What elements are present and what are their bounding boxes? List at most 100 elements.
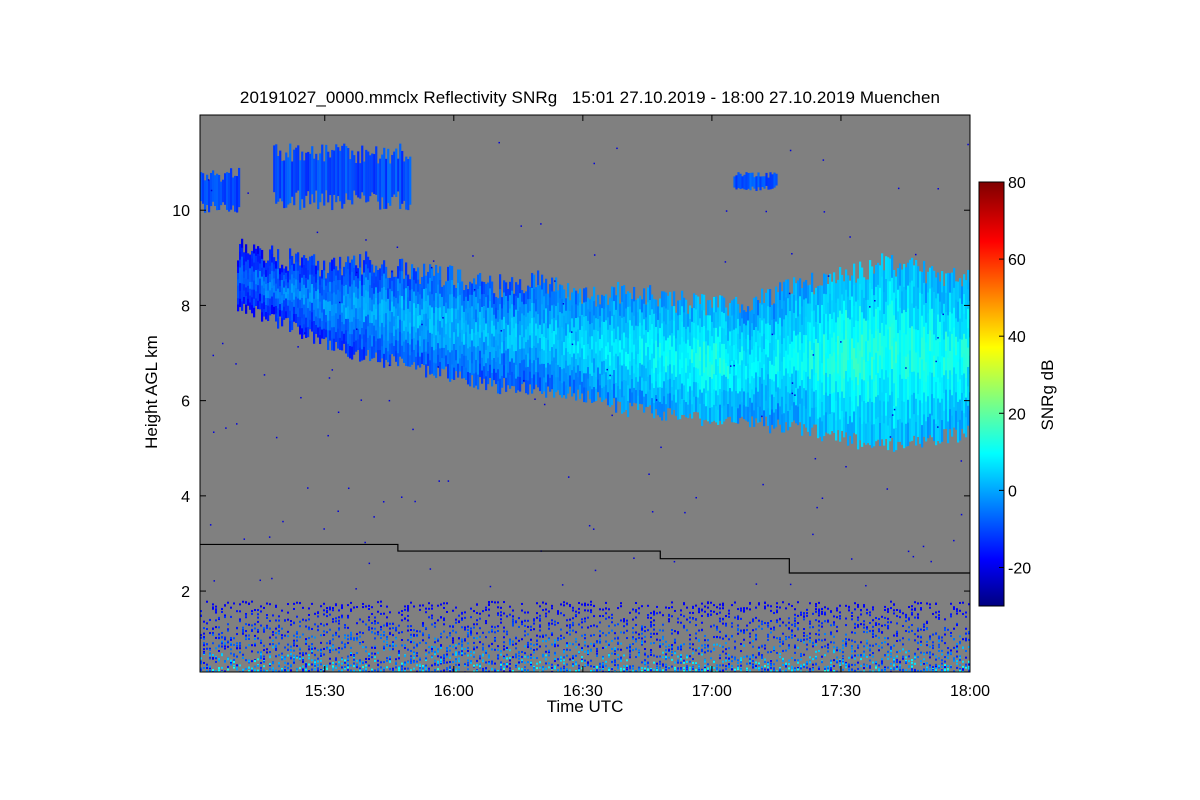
clutter-cell — [545, 615, 547, 618]
upper-cloud-cell — [228, 172, 231, 212]
cloud-cell — [251, 266, 254, 275]
cloud-cell — [483, 342, 486, 355]
clutter-cell — [455, 631, 457, 634]
cloud-cell — [329, 301, 332, 312]
cloud-cell — [517, 310, 520, 325]
cloud-cell — [875, 396, 878, 420]
clutter-cell — [266, 602, 268, 605]
clutter-cell — [545, 612, 547, 615]
clutter-cell — [476, 646, 478, 649]
clutter-cell — [335, 648, 337, 651]
cloud-cell — [273, 306, 276, 315]
clutter-cell — [308, 618, 310, 621]
cloud-cell — [505, 364, 508, 379]
cloud-cell — [737, 363, 740, 379]
cloud-cell — [255, 298, 258, 307]
clutter-cell — [272, 643, 274, 646]
cloud-cell — [965, 397, 968, 418]
cloud-cell — [253, 307, 256, 318]
clutter-cell — [308, 654, 310, 657]
cloud-cell — [375, 341, 378, 353]
cloud-cell — [887, 257, 890, 282]
cloud-cell — [329, 320, 332, 331]
clutter-cell — [566, 654, 568, 657]
cloud-cell — [909, 395, 912, 420]
cloud-cell — [883, 357, 886, 381]
clutter-cell — [344, 637, 346, 640]
cloud-cell — [955, 318, 958, 338]
cloud-cell — [323, 270, 326, 281]
cloud-cell — [259, 263, 262, 272]
clutter-cell — [215, 636, 217, 639]
cloud-cell — [733, 314, 736, 331]
cloud-cell — [721, 375, 724, 393]
clutter-cell — [203, 644, 205, 647]
clutter-cell — [461, 618, 463, 621]
cloud-cell — [519, 321, 522, 336]
cloud-cell — [301, 267, 304, 279]
upper-cloud-cell — [200, 172, 203, 202]
clutter-cell — [515, 647, 517, 650]
clutter-cell — [275, 605, 277, 608]
cloud-cell — [837, 392, 840, 412]
cloud-cell — [295, 288, 298, 298]
cloud-cell — [355, 297, 358, 309]
cloud-cell — [795, 352, 798, 371]
cloud-cell — [307, 260, 310, 271]
clutter-cell — [215, 608, 217, 611]
cloud-cell — [287, 288, 290, 295]
cloud-cell — [961, 286, 964, 305]
clutter-cell — [464, 652, 466, 655]
cloud-cell — [789, 360, 792, 378]
clutter-cell — [599, 668, 601, 671]
cloud-cell — [249, 302, 252, 310]
cloud-cell — [549, 351, 552, 365]
cloud-cell — [521, 336, 524, 350]
clutter-cell — [308, 657, 310, 660]
clutter-cell — [593, 665, 595, 668]
clutter-cell — [584, 637, 586, 640]
cloud-cell — [455, 287, 458, 299]
cloud-cell — [527, 366, 530, 381]
cloud-cell — [689, 332, 692, 347]
clutter-cell — [383, 612, 385, 615]
cloud-cell — [445, 355, 448, 367]
cloud-cell — [245, 278, 248, 288]
clutter-cell — [518, 651, 520, 654]
cloud-cell — [491, 307, 494, 322]
cloud-cell — [293, 285, 296, 293]
upper-cloud-cell — [741, 176, 744, 189]
clutter-cell — [440, 662, 442, 665]
clutter-cell — [323, 609, 325, 612]
cloud-cell — [477, 317, 480, 333]
clutter-cell — [521, 659, 523, 662]
cloud-cell — [785, 368, 788, 387]
cloud-cell — [725, 404, 728, 419]
cloud-cell — [533, 345, 536, 361]
clutter-cell — [533, 622, 535, 625]
clutter-cell — [584, 602, 586, 605]
cloud-cell — [457, 323, 460, 338]
cloud-cell — [371, 264, 374, 277]
cloud-cell — [287, 305, 290, 313]
cloud-cell — [307, 308, 310, 319]
cloud-cell — [733, 406, 736, 423]
cloud-cell — [659, 342, 662, 359]
cloud-cell — [599, 373, 602, 386]
cloud-cell — [563, 302, 566, 317]
cloud-cell — [457, 269, 460, 284]
cloud-cell — [331, 327, 334, 340]
cloud-cell — [887, 401, 890, 427]
cloud-cell — [851, 317, 854, 339]
cloud-cell — [381, 346, 384, 359]
cloud-cell — [883, 379, 886, 402]
clutter-cell — [371, 631, 373, 634]
cloud-cell — [833, 272, 836, 293]
cloud-cell — [819, 304, 822, 324]
cloud-cell — [497, 345, 500, 358]
clutter-cell — [422, 669, 424, 672]
cloud-cell — [699, 389, 702, 405]
cloud-cell — [577, 377, 580, 390]
upper-cloud-cell — [293, 149, 296, 206]
cloud-cell — [371, 299, 374, 312]
